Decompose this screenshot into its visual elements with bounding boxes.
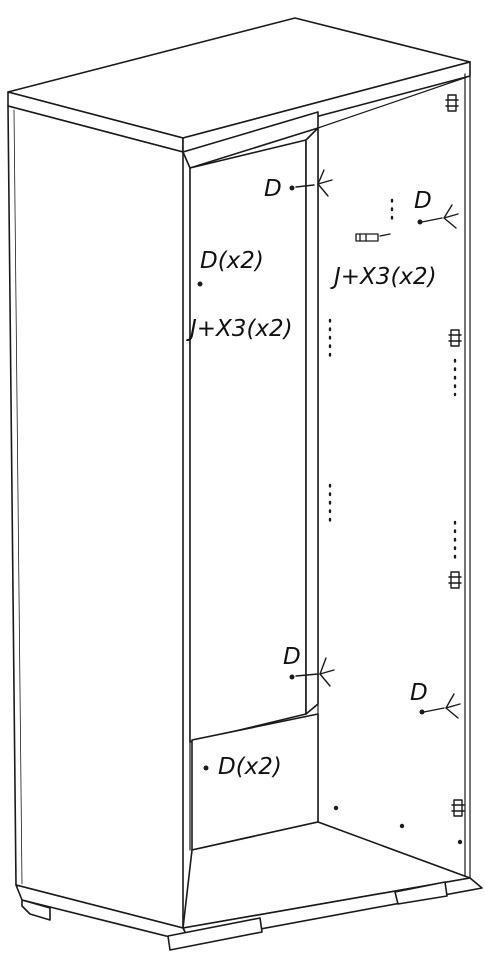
drill-holes-bottom (333, 805, 463, 845)
top-panel (7, 17, 471, 153)
feet (21, 881, 448, 951)
label-d-top-left: D (264, 176, 282, 202)
drill-holes (328, 198, 457, 562)
label-d-top-right: D (414, 188, 432, 214)
label-d-mid-right: D (410, 680, 428, 706)
label-d-left-x2: D(x2) (200, 248, 264, 274)
marker-dots (197, 185, 425, 771)
label-d-mid-left: D (283, 644, 301, 670)
label-j-x3-right: J+X3(x2) (330, 264, 437, 290)
dowel-arrow-top-left (295, 169, 333, 197)
label-j-x3-left: J+X3(x2) (186, 316, 293, 342)
back-panel (317, 73, 471, 879)
hinge-fittings (445, 94, 465, 817)
hinge-icon (448, 571, 462, 589)
hinge-icon (445, 94, 459, 112)
dowel-arrow-mid-left (295, 657, 335, 687)
label-d-bottom-x2: D(x2) (218, 754, 282, 780)
dowel-arrow-top-right (421, 204, 459, 229)
hinge-icon (448, 329, 462, 347)
dowel-arrow-mid-right (423, 693, 461, 719)
hinge-icon (451, 799, 465, 817)
middle-divider-panel (189, 127, 319, 743)
cam-fitting-icon (355, 233, 391, 242)
left-side-panel (7, 105, 184, 929)
